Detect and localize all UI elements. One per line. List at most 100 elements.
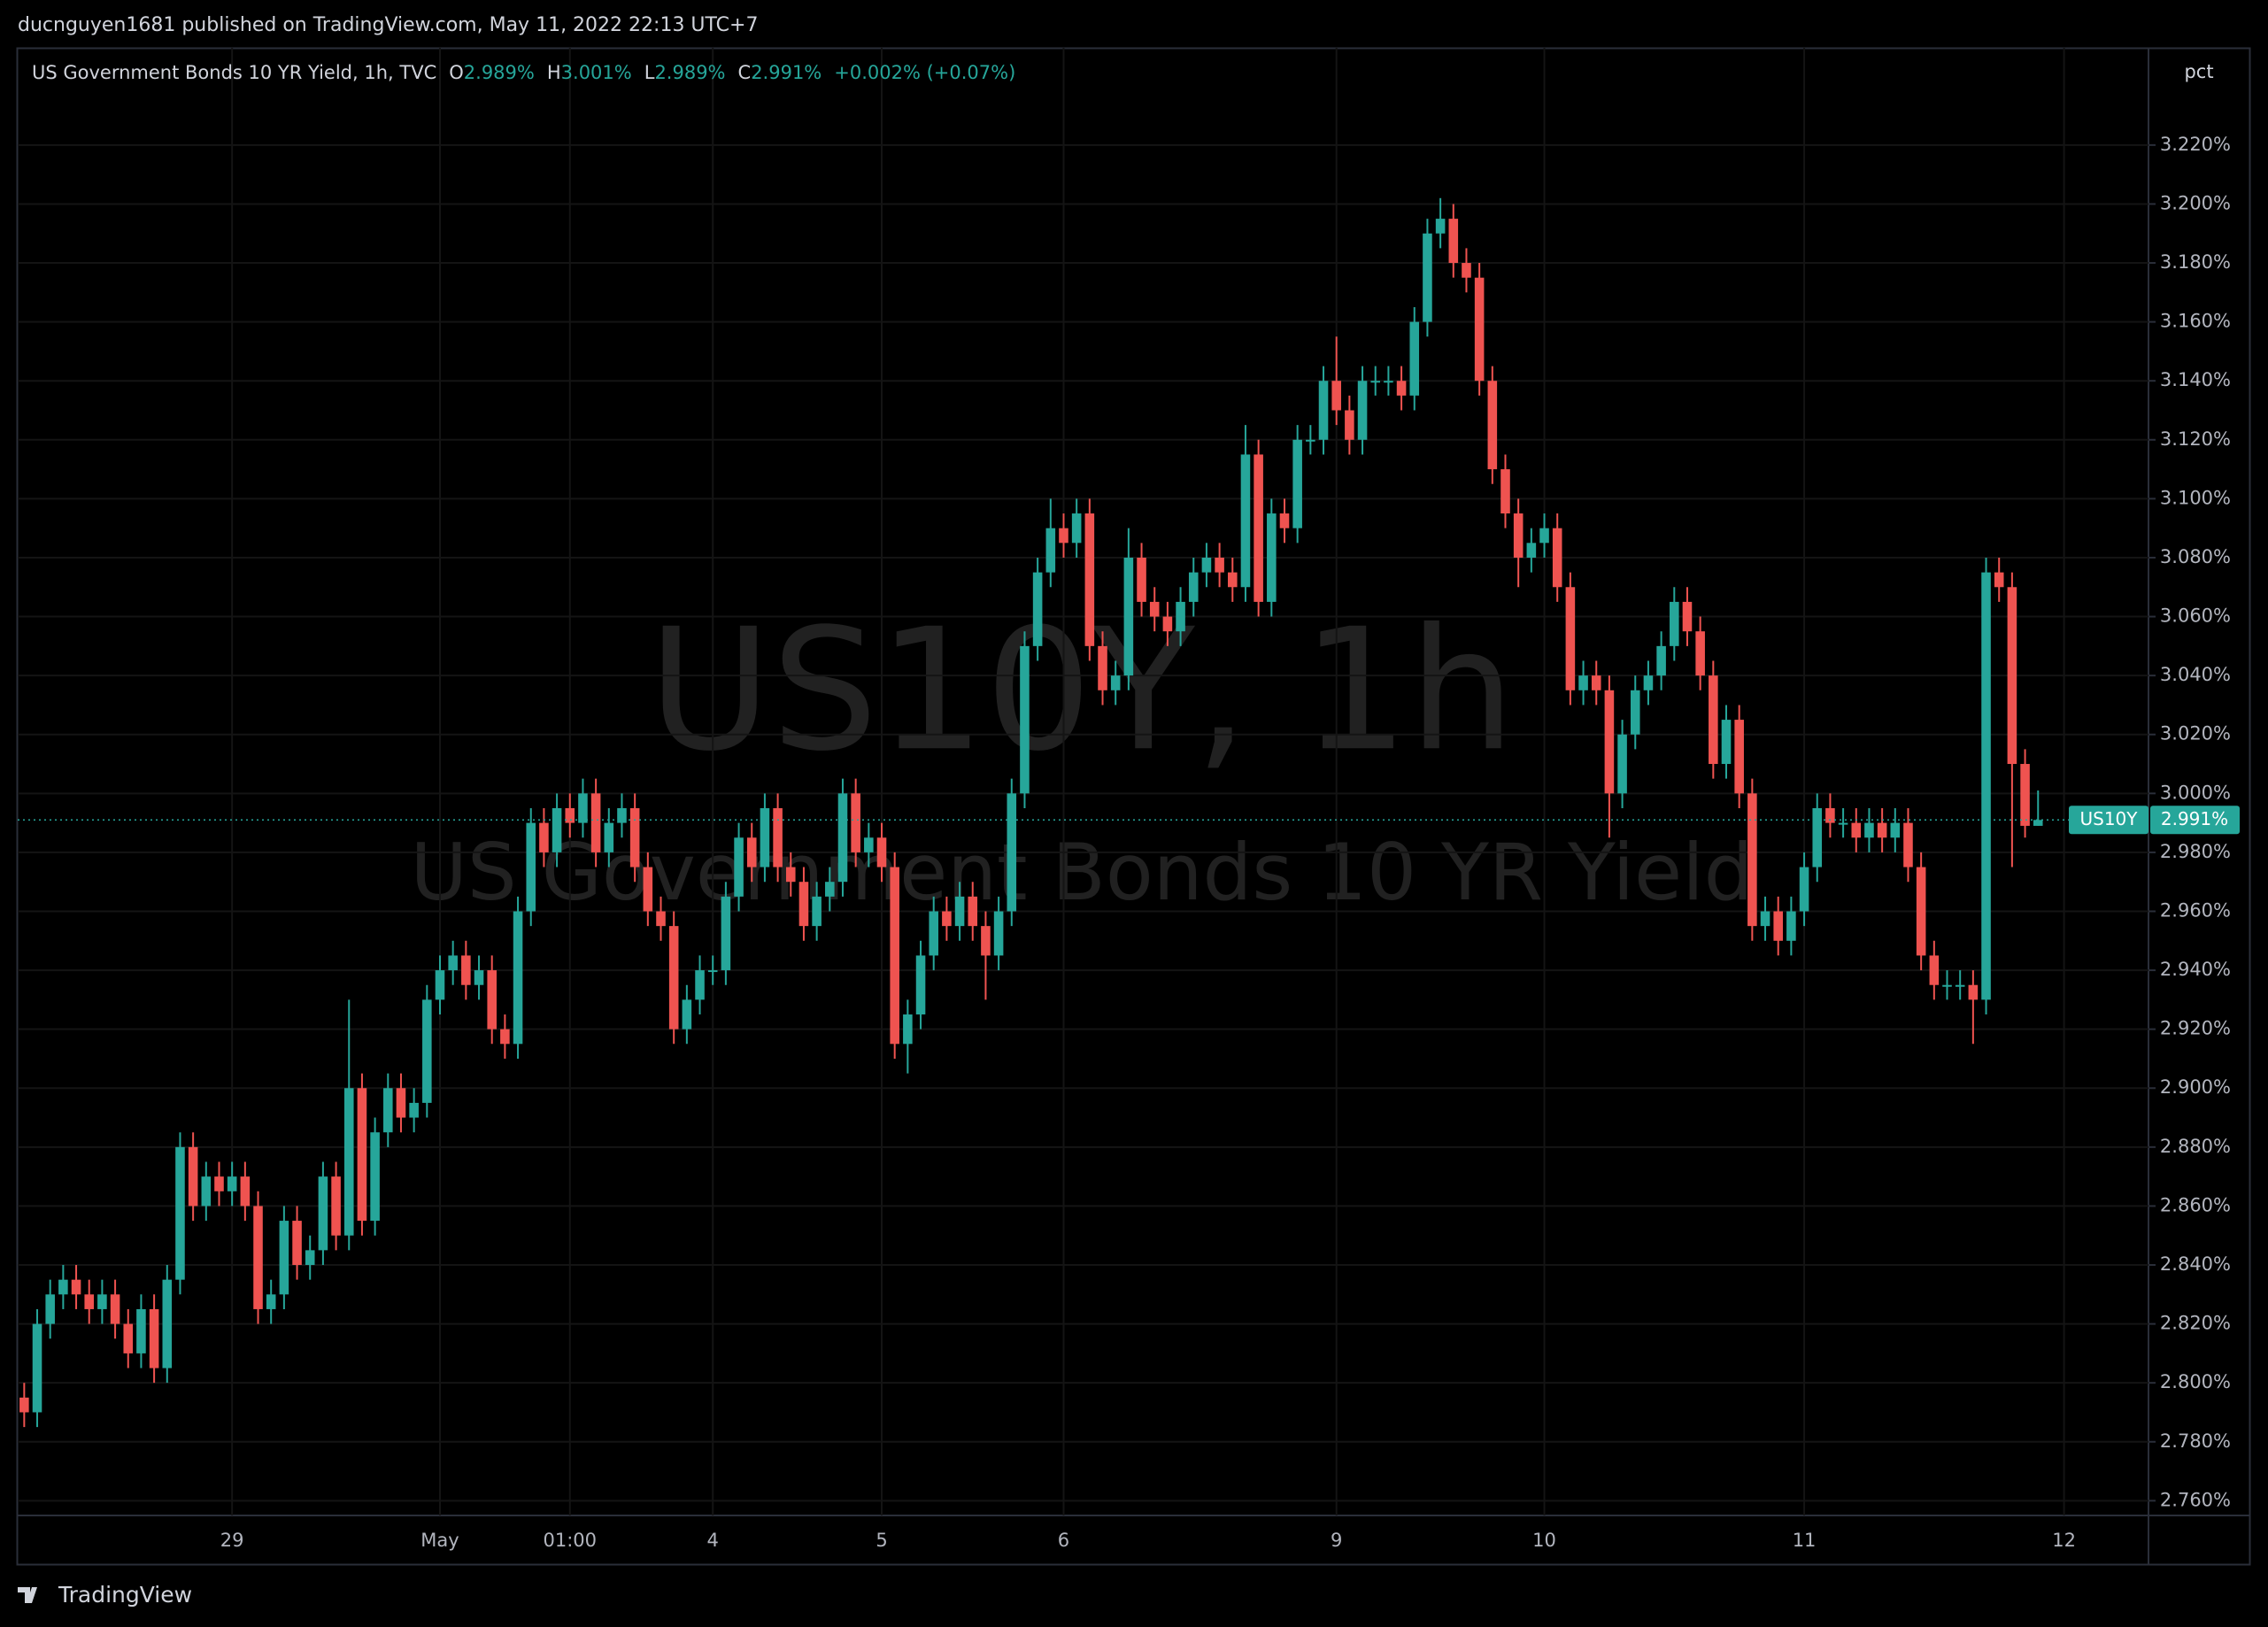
candle-body bbox=[1617, 734, 1627, 794]
candle-body bbox=[682, 999, 692, 1029]
candle-body bbox=[1149, 601, 1160, 617]
x-tick-label: 11 bbox=[1793, 1530, 1817, 1551]
candle-body bbox=[746, 837, 757, 867]
candle-body bbox=[1188, 572, 1199, 602]
candle-body bbox=[1709, 675, 1718, 765]
candle-body bbox=[1059, 528, 1068, 544]
candle-body bbox=[1682, 601, 1693, 632]
candle-body bbox=[370, 1132, 380, 1222]
candle-body bbox=[2020, 764, 2030, 826]
y-tick-label: 3.100% bbox=[2160, 487, 2231, 508]
y-tick-label: 2.800% bbox=[2160, 1371, 2231, 1392]
candle-body bbox=[915, 955, 926, 1015]
candle-body bbox=[1773, 911, 1783, 941]
x-tick-label: 01:00 bbox=[543, 1530, 597, 1551]
brand: TradingView bbox=[58, 1582, 192, 1608]
candle-body bbox=[240, 1176, 251, 1207]
candle-body bbox=[58, 1279, 68, 1295]
price-badge-label: 2.991% bbox=[2161, 808, 2228, 829]
candle-body bbox=[2007, 587, 2017, 765]
legend-change: +0.002% (+0.07%) bbox=[834, 62, 1015, 83]
legend-o-label: O bbox=[449, 62, 464, 83]
candle-body bbox=[851, 793, 860, 852]
candle-body bbox=[825, 882, 835, 897]
candle-body bbox=[837, 793, 848, 883]
candle-body bbox=[734, 837, 744, 897]
candle-body bbox=[343, 1088, 354, 1236]
y-tick-label: 2.980% bbox=[2160, 841, 2231, 862]
candle-body bbox=[993, 911, 1004, 956]
candle-body bbox=[45, 1294, 55, 1324]
candle-body bbox=[643, 867, 653, 912]
candle-body bbox=[1045, 528, 1056, 573]
y-tick-label: 2.880% bbox=[2160, 1136, 2231, 1157]
y-tick-label: 2.900% bbox=[2160, 1076, 2231, 1098]
y-tick-label: 3.020% bbox=[2160, 723, 2231, 744]
candle-body bbox=[1877, 822, 1887, 838]
x-tick-label: 6 bbox=[1058, 1530, 1069, 1551]
candle-body bbox=[721, 896, 731, 971]
candle-body bbox=[1084, 513, 1095, 646]
candle-body bbox=[1423, 233, 1432, 322]
candle-body bbox=[929, 911, 939, 956]
candle-body bbox=[1254, 454, 1263, 602]
candle-body bbox=[1643, 675, 1654, 690]
y-tick-label: 3.220% bbox=[2160, 134, 2231, 155]
price-unit: pct bbox=[2184, 61, 2213, 82]
candle-body bbox=[1318, 381, 1329, 440]
y-tick-label: 2.820% bbox=[2160, 1313, 2231, 1334]
x-tick-label: 29 bbox=[220, 1530, 244, 1551]
candle-body bbox=[954, 896, 965, 927]
candle-body bbox=[1240, 454, 1251, 588]
candle-body bbox=[1942, 984, 1952, 987]
candle-body bbox=[149, 1308, 159, 1369]
candle-body bbox=[357, 1088, 367, 1222]
x-tick-label: 10 bbox=[1532, 1530, 1556, 1551]
candle-body bbox=[1176, 601, 1185, 632]
y-tick-label: 3.120% bbox=[2160, 428, 2231, 450]
watermark-symbol: US10Y, 1h bbox=[648, 592, 1516, 788]
candle-body bbox=[396, 1088, 406, 1118]
candle-body bbox=[97, 1294, 107, 1309]
candle-body bbox=[590, 793, 601, 852]
y-tick-label: 3.040% bbox=[2160, 664, 2231, 685]
candle-body bbox=[110, 1294, 120, 1324]
y-tick-label: 3.080% bbox=[2160, 546, 2231, 567]
symbol-badge-label: US10Y bbox=[2080, 808, 2139, 829]
candle-body bbox=[1435, 219, 1446, 234]
candle-body bbox=[1201, 557, 1212, 573]
candle-body bbox=[214, 1176, 224, 1191]
candle-body bbox=[1123, 557, 1134, 676]
candle-body bbox=[448, 955, 458, 971]
candle-body bbox=[1162, 616, 1173, 632]
candle-body bbox=[1526, 543, 1537, 558]
candle-body bbox=[1968, 984, 1979, 1000]
candle-body bbox=[890, 867, 899, 1045]
candle-body bbox=[785, 867, 796, 883]
candle-body bbox=[331, 1176, 341, 1236]
legend-l-label: L bbox=[644, 62, 655, 83]
candle-body bbox=[487, 970, 497, 1029]
candle-body bbox=[1916, 867, 1926, 956]
candle-body bbox=[1474, 277, 1485, 382]
candle-body bbox=[1267, 513, 1277, 602]
candle-body bbox=[1670, 601, 1679, 646]
candle-body bbox=[162, 1279, 173, 1369]
candle-body bbox=[1890, 822, 1901, 838]
candle-body bbox=[981, 926, 991, 956]
candle-body bbox=[136, 1308, 146, 1353]
y-tick-label: 3.180% bbox=[2160, 251, 2231, 273]
candle-body bbox=[876, 837, 887, 867]
candle-body bbox=[1110, 675, 1121, 690]
candle-body bbox=[1799, 867, 1809, 912]
candle-body bbox=[422, 999, 432, 1103]
candle-body bbox=[305, 1250, 315, 1266]
candle-body bbox=[1292, 439, 1302, 528]
candle-body bbox=[903, 1014, 913, 1045]
candle-body bbox=[1565, 587, 1576, 690]
candles bbox=[18, 197, 2148, 1428]
candle-body bbox=[1786, 911, 1796, 941]
candle-body bbox=[474, 970, 484, 985]
candle-body bbox=[1227, 572, 1238, 588]
